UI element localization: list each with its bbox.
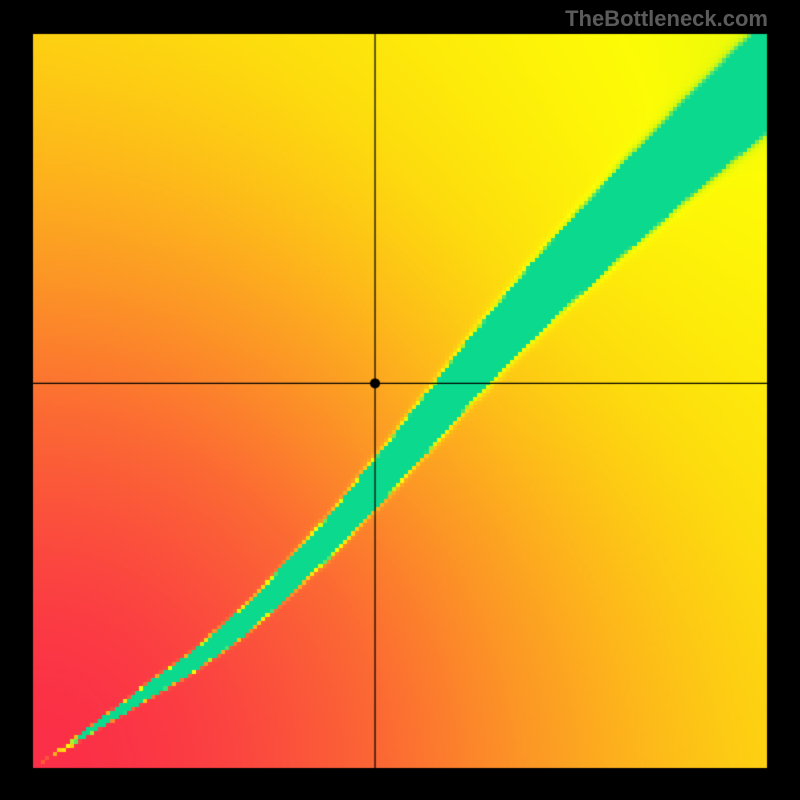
watermark-text: TheBottleneck.com [565,6,768,32]
bottleneck-heatmap [0,0,800,800]
